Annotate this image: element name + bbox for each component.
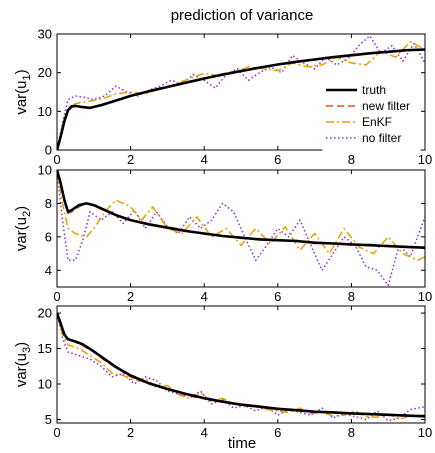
- series-no-filter-line: [57, 170, 425, 287]
- x-tick-label: 2: [127, 289, 134, 304]
- panel-1: 0 2 4 6 8 10 0 10 20 30 var(u1): [13, 27, 432, 168]
- figure-title: prediction of variance: [171, 7, 314, 24]
- legend-label-new-filter: new filter: [362, 99, 410, 113]
- legend-label-enkf: EnKF: [362, 115, 392, 129]
- y-tick-label: 30: [38, 27, 52, 42]
- x-tick-label: 0: [53, 152, 60, 167]
- y-tick-label: 20: [38, 65, 52, 80]
- y-tick-label: 8: [45, 196, 52, 211]
- legend: truth new filter EnKF no filter: [322, 77, 421, 151]
- x-tick-label: 6: [274, 152, 281, 167]
- y-tick-label: 10: [38, 163, 52, 178]
- legend-label-truth: truth: [362, 83, 386, 97]
- y-tick-label: 10: [38, 104, 52, 119]
- x-tick-label: 6: [274, 425, 281, 440]
- x-axis-label: time: [228, 435, 256, 452]
- x-tick-label: 4: [201, 425, 208, 440]
- x-tick-label: 10: [418, 152, 432, 167]
- y-tick-label: 15: [38, 341, 52, 356]
- panel-2: 0 2 4 6 8 10 4 6 8 10 var(u2): [13, 163, 432, 305]
- x-tick-label: 8: [348, 289, 355, 304]
- y-axis-label: var(u2): [13, 206, 33, 251]
- x-tick-label: 8: [348, 152, 355, 167]
- x-tick-label: 4: [201, 152, 208, 167]
- axes-frame: [56, 169, 426, 288]
- series-no-filter-line: [57, 35, 425, 150]
- x-tick-label: 8: [348, 425, 355, 440]
- y-tick-label: 10: [38, 377, 52, 392]
- y-tick-label: 20: [38, 306, 52, 321]
- x-tick-label: 0: [53, 425, 60, 440]
- y-tick-label: 4: [45, 263, 52, 278]
- series-truth-line: [57, 48, 425, 150]
- x-tick-label: 4: [201, 289, 208, 304]
- legend-label-no-filter: no filter: [362, 131, 401, 145]
- series-enkf-line: [57, 170, 425, 262]
- x-tick-label: 10: [418, 289, 432, 304]
- x-tick-label: 2: [127, 425, 134, 440]
- x-tick-label: 6: [274, 289, 281, 304]
- x-tick-label: 10: [418, 425, 432, 440]
- axes-frame: [56, 305, 426, 424]
- x-tick-label: 2: [127, 152, 134, 167]
- series-truth-line: [57, 170, 425, 249]
- y-tick-label: 6: [45, 229, 52, 244]
- axes-frame: [56, 33, 426, 151]
- y-axis-label: var(u1): [13, 69, 33, 114]
- x-tick-label: 0: [53, 289, 60, 304]
- y-tick-label: 5: [45, 412, 52, 427]
- y-tick-label: 0: [45, 143, 52, 158]
- y-axis-label: var(u3): [13, 342, 33, 387]
- panel-3: 0 2 4 6 8 10 5 10 15 20 var(u3): [13, 305, 432, 440]
- series-truth-line: [57, 312, 425, 418]
